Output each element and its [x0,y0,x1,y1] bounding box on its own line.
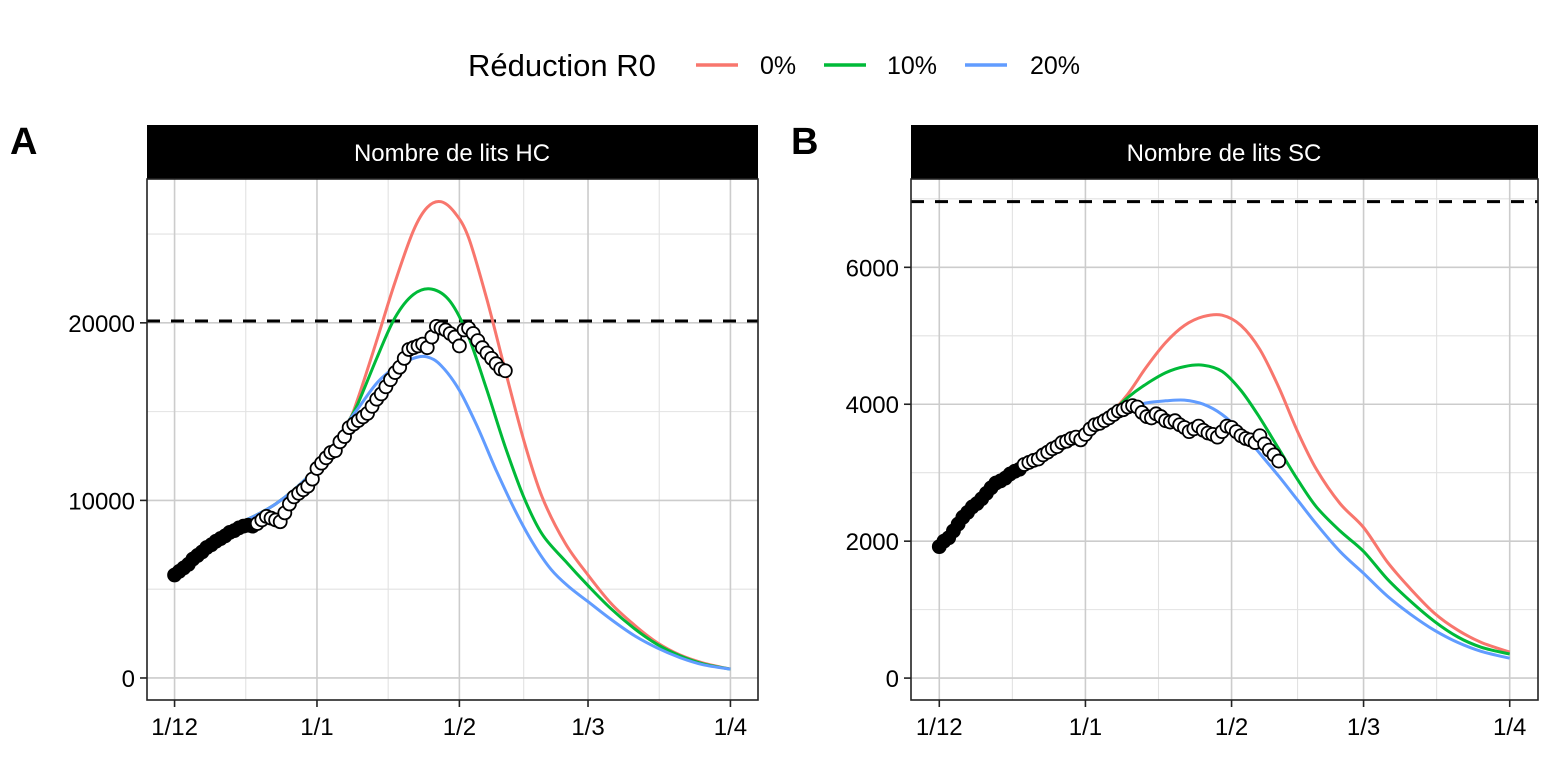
strip-b [911,125,1538,179]
curve-b-0pct [938,313,1511,654]
strip-a [147,125,758,179]
curves-b [938,313,1511,660]
y-tick-label: 0 [886,666,899,693]
axes-b: 1/12 1/1 1/2 1/3 1/4 0 2000 4000 6000 [846,255,1527,741]
y-tick-label: 2000 [846,529,899,556]
x-tick-label: 1/4 [714,714,747,741]
observed-point-validation [1271,453,1287,469]
x-tick-label: 1/4 [1493,714,1526,741]
x-tick-label: 1/3 [1347,714,1380,741]
panel-tag-a: A [10,121,37,163]
observed-points-b [931,398,1287,555]
x-tick-label: 1/2 [443,714,476,741]
x-tick-label: 1/1 [300,714,333,741]
observed-point-validation [497,363,513,379]
y-tick-label: 4000 [846,392,899,419]
legend-label-20pct: 20% [1030,52,1080,80]
observed-points-a [167,318,513,583]
observed-point-validation [451,338,467,354]
x-tick-label: 1/2 [1215,714,1248,741]
y-tick-label: 10000 [68,488,135,515]
strip-title-a: Nombre de lits HC [354,140,550,167]
curve-a-0pct [173,199,731,671]
x-tick-label: 1/3 [571,714,604,741]
x-tick-label: 1/12 [151,714,198,741]
legend-label-10pct: 10% [887,52,937,80]
strip-title-b: Nombre de lits SC [1127,140,1322,167]
curve-a-20pct [173,354,731,671]
y-tick-label: 20000 [68,311,135,338]
legend: Réduction R0 0% 10% 20% [468,48,1080,83]
x-tick-label: 1/1 [1069,714,1102,741]
legend-label-0pct: 0% [760,52,796,80]
legend-title: Réduction R0 [468,48,656,83]
panel-a: A Nombre de lits HC 1/12 1/1 1/2 1/3 1/4 0 100… [10,121,759,741]
panel-tag-b: B [791,121,818,163]
panel-b: B Nombre de lits SC 1/12 1/1 1/2 1/3 1/4 0 200… [791,121,1539,741]
panel-border-b [910,178,1539,701]
y-tick-label: 6000 [846,255,899,282]
axes-a: 1/12 1/1 1/2 1/3 1/4 0 10000 20000 [68,311,747,741]
y-tick-label: 0 [122,666,135,693]
curves-a [173,199,731,671]
grid-a [147,179,758,700]
panel-border-a [146,178,759,701]
x-tick-label: 1/12 [916,714,963,741]
curve-b-10pct [938,363,1511,656]
